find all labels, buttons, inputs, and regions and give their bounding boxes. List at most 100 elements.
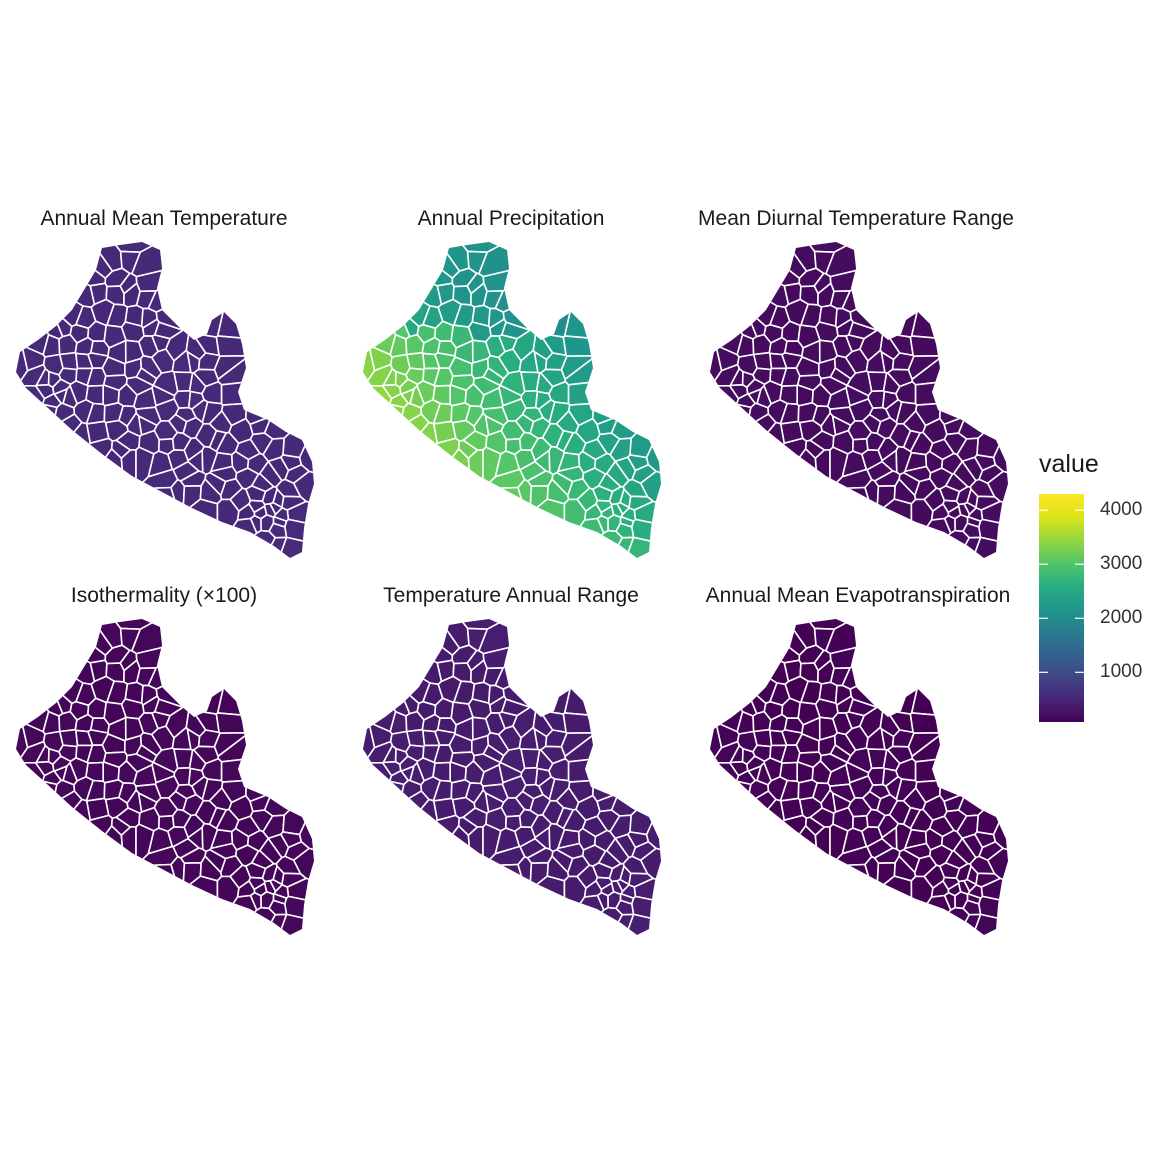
district-polygon xyxy=(62,762,78,786)
district-polygon xyxy=(710,403,752,482)
district-polygon xyxy=(298,774,314,854)
district-polygon xyxy=(825,242,959,278)
district-polygon xyxy=(615,899,635,916)
district-polygon xyxy=(24,825,126,935)
district-polygon xyxy=(120,826,137,880)
district-polygon xyxy=(363,626,443,686)
district-polygon xyxy=(992,774,1008,854)
legend-tick-mark xyxy=(1075,563,1084,565)
panel-title-temperature-annual-range: Temperature Annual Range xyxy=(383,584,639,607)
district-polygon xyxy=(467,826,484,880)
district-polygon xyxy=(220,755,269,783)
district-polygon xyxy=(363,437,461,558)
district-polygon xyxy=(381,761,402,777)
district-polygon xyxy=(992,397,1008,477)
district-polygon xyxy=(608,485,625,506)
district-polygon xyxy=(710,637,758,717)
district-polygon xyxy=(710,626,790,686)
district-polygon xyxy=(864,478,880,519)
district-polygon xyxy=(16,385,46,445)
district-polygon xyxy=(728,384,749,400)
district-polygon xyxy=(710,619,801,664)
district-polygon xyxy=(955,485,972,506)
district-polygon xyxy=(170,855,186,896)
district-polygon xyxy=(567,378,616,406)
district-polygon xyxy=(211,894,258,935)
district-polygon xyxy=(563,242,661,347)
district-polygon xyxy=(852,498,913,558)
legend-tick-mark xyxy=(1075,509,1084,511)
district-polygon xyxy=(16,637,64,717)
district-polygon xyxy=(478,619,612,655)
district-polygon xyxy=(363,258,431,328)
district-polygon xyxy=(363,780,405,859)
district-polygon xyxy=(170,478,186,519)
district-polygon xyxy=(16,798,92,935)
district-polygon xyxy=(592,338,661,426)
district-polygon xyxy=(16,258,84,328)
district-polygon xyxy=(710,413,777,515)
district-polygon xyxy=(16,249,96,309)
district-polygon xyxy=(371,825,473,935)
district-polygon xyxy=(558,517,605,558)
district-polygon xyxy=(223,529,277,558)
district-polygon xyxy=(363,639,397,733)
panel-title-isothermality: Isothermality (×100) xyxy=(70,584,258,607)
district-polygon xyxy=(363,798,439,935)
district-polygon xyxy=(211,517,258,558)
district-polygon xyxy=(710,762,740,822)
district-polygon xyxy=(710,814,808,935)
district-polygon xyxy=(939,338,1008,426)
district-polygon xyxy=(718,825,820,935)
panel-title-mean-diurnal-temperature-range: Mean Diurnal Temperature Range xyxy=(698,207,1014,230)
district-polygon xyxy=(728,761,749,777)
district-polygon xyxy=(622,855,649,875)
district-polygon xyxy=(16,762,46,822)
district-polygon xyxy=(957,351,1008,440)
district-polygon xyxy=(710,385,740,445)
district-polygon xyxy=(592,715,661,803)
district-polygon xyxy=(16,619,107,664)
district-polygon xyxy=(628,872,654,888)
district-polygon xyxy=(905,517,952,558)
district-polygon xyxy=(909,712,1008,734)
district-polygon xyxy=(261,485,278,506)
panel-title-annual-mean-temperature: Annual Mean Temperature xyxy=(40,207,288,230)
district-polygon xyxy=(363,242,454,287)
district-polygon xyxy=(600,882,615,897)
district-polygon xyxy=(216,242,314,347)
district-polygon xyxy=(245,715,314,803)
district-polygon xyxy=(16,403,58,482)
district-polygon xyxy=(268,522,288,539)
district-polygon xyxy=(253,505,268,520)
legend-tick-mark xyxy=(1039,671,1048,673)
district-polygon xyxy=(281,495,307,511)
color-legend: value 1000 2000 3000 4000 xyxy=(1036,450,1146,740)
district-polygon xyxy=(864,855,880,896)
district-polygon xyxy=(955,862,972,883)
district-polygon xyxy=(275,855,302,875)
district-polygon xyxy=(615,522,635,539)
legend-tick-mark xyxy=(1075,671,1084,673)
district-polygon xyxy=(268,899,288,916)
district-polygon xyxy=(16,242,107,287)
district-polygon xyxy=(34,761,55,777)
district-polygon xyxy=(910,619,1008,724)
district-polygon xyxy=(363,249,443,309)
panel-title-annual-precipitation: Annual Precipitation xyxy=(417,207,605,230)
district-polygon xyxy=(363,260,411,340)
district-polygon xyxy=(215,335,314,357)
district-polygon xyxy=(131,619,265,655)
district-polygon xyxy=(969,913,1008,935)
district-polygon xyxy=(710,258,778,328)
district-polygon xyxy=(253,882,268,897)
district-polygon xyxy=(429,486,528,558)
legend-tick-mark xyxy=(1039,617,1048,619)
district-polygon xyxy=(82,863,181,935)
map-panel-isothermality xyxy=(16,619,314,935)
district-polygon xyxy=(957,728,1008,817)
district-polygon xyxy=(263,728,314,817)
district-polygon xyxy=(814,449,831,503)
district-polygon xyxy=(216,619,314,724)
